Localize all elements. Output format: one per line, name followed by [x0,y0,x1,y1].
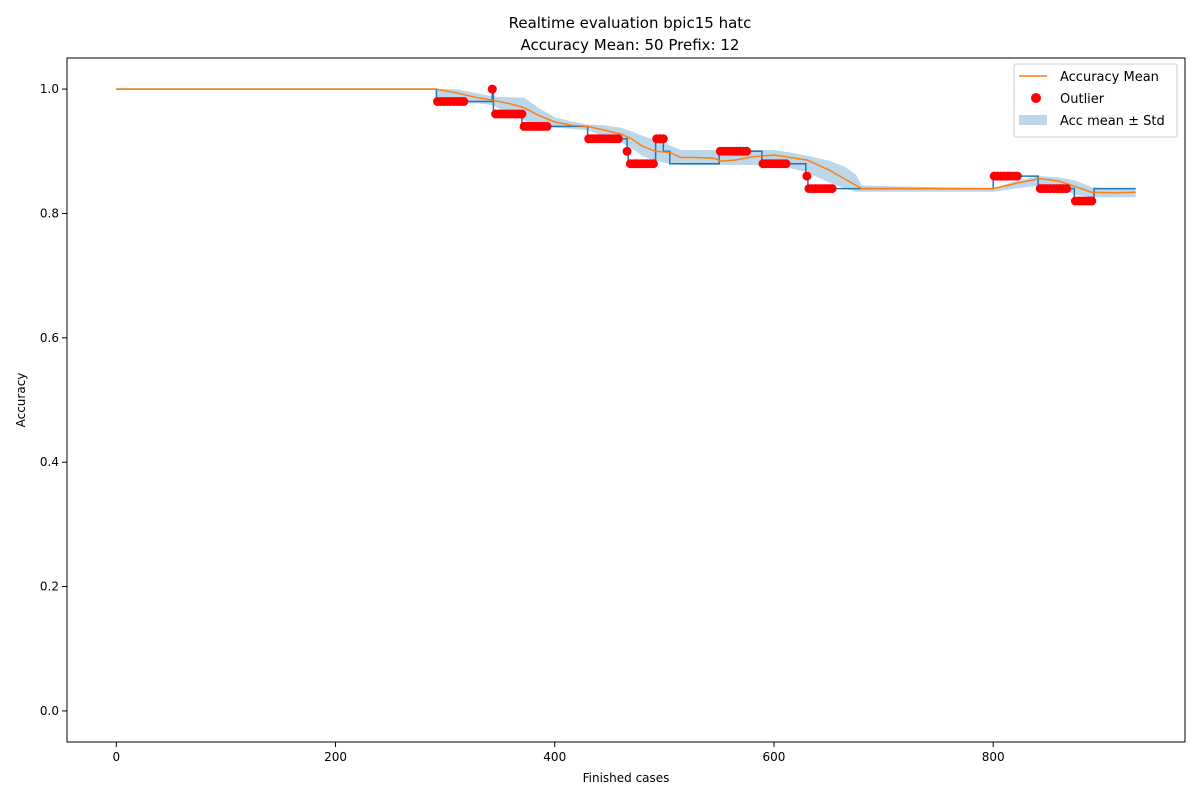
y-tick-label: 1.0 [40,82,59,96]
x-tick-label: 0 [113,750,121,764]
x-axis-label: Finished cases [583,771,670,785]
x-tick-label: 800 [982,750,1005,764]
legend-outlier-swatch [1031,93,1041,103]
outlier-point [459,97,469,106]
outlier-point [487,84,497,94]
x-tick-label: 600 [763,750,786,764]
accuracy-step-layer [116,88,1136,202]
accuracy-step-line [116,88,1136,202]
accuracy-mean-line [116,88,1136,194]
y-tick-label: 0.6 [40,331,59,345]
plot-frame [66,57,1186,743]
outlier-point [517,109,527,119]
legend: Accuracy Mean Outlier Acc mean ± Std [1013,63,1178,138]
legend-band-swatch [1019,115,1047,125]
y-axis: 0.0 0.2 0.4 0.6 0.8 1.0 [40,82,67,718]
y-tick-label: 0.4 [40,455,59,469]
outlier-point [622,146,632,156]
legend-band-label: Acc mean ± Std [1060,114,1165,129]
y-axis-label: Accuracy [14,373,28,428]
outlier-point [648,159,658,169]
outlier-point [781,159,791,169]
x-tick-label: 200 [324,750,347,764]
legend-outlier-label: Outlier [1060,92,1105,107]
plot-area [116,84,1136,206]
x-axis: 0 200 400 600 800 [113,742,1005,764]
outlier-point [658,134,668,144]
outlier-point [742,146,752,156]
legend-mean-label: Accuracy Mean [1060,70,1159,85]
outlier-point [827,184,837,194]
outlier-point [1062,184,1072,194]
outlier-layer [433,84,1097,206]
y-tick-label: 0.2 [40,580,59,594]
outlier-point [1012,171,1022,181]
outlier-point [1087,196,1097,206]
outlier-point [542,121,552,131]
chart-subtitle: Accuracy Mean: 50 Prefix: 12 [521,36,740,54]
outlier-point [802,171,812,181]
mean-line-layer [116,88,1136,194]
y-tick-label: 0.0 [40,704,59,718]
chart-title: Realtime evaluation bpic15 hatc [509,14,752,32]
outlier-point [613,134,623,144]
x-tick-label: 400 [543,750,566,764]
legend-box [1013,63,1178,138]
y-tick-label: 0.8 [40,206,59,220]
